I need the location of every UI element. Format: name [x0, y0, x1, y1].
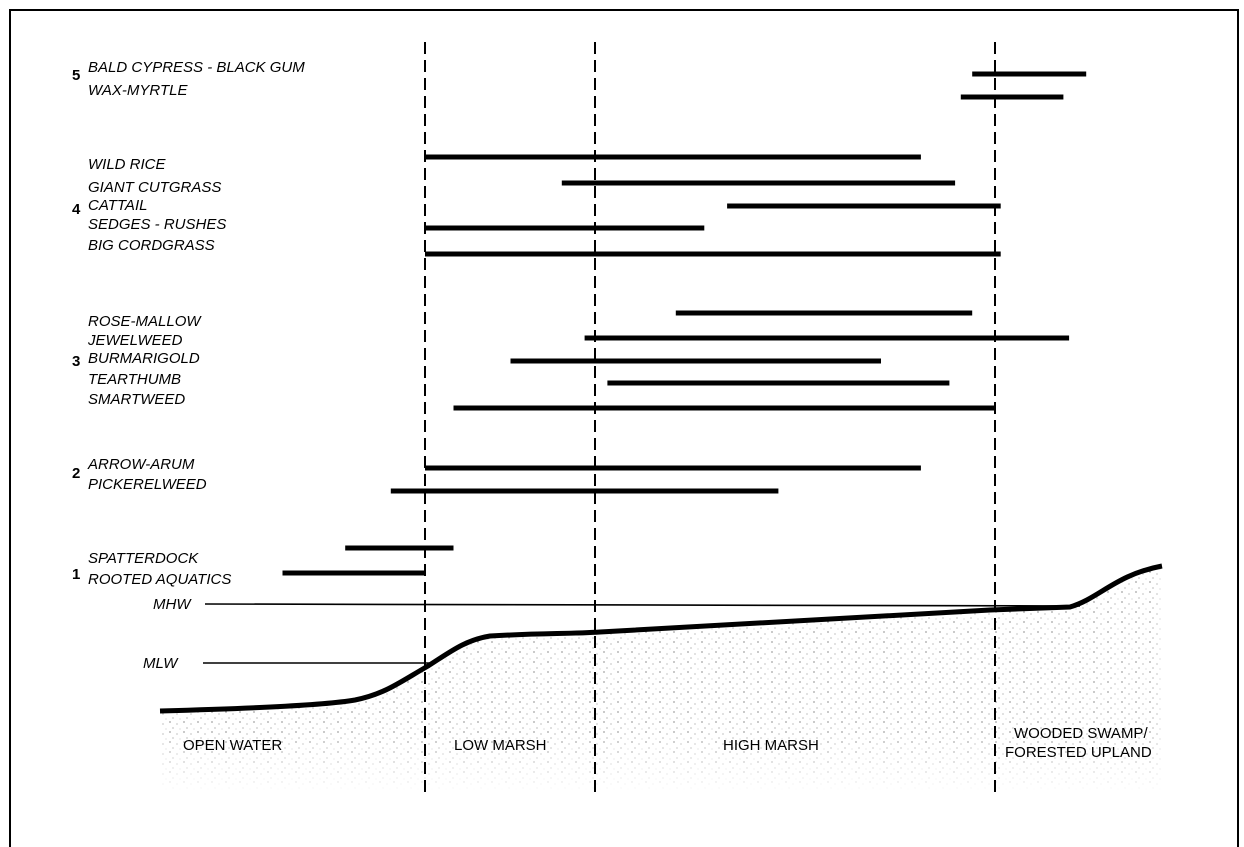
- species-label: SPATTERDOCK: [88, 550, 199, 567]
- zone-label-high-marsh: HIGH MARSH: [723, 737, 819, 754]
- species-label: TEARTHUMB: [88, 371, 181, 388]
- zone-label-forested-upland: FORESTED UPLAND: [1005, 744, 1152, 761]
- species-label: CATTAIL: [88, 197, 147, 214]
- species-label: BIG CORDGRASS: [88, 237, 215, 254]
- species-label: ARROW-ARUM: [87, 456, 195, 473]
- group-number: 1: [72, 566, 80, 583]
- species-label: BALD CYPRESS - BLACK GUM: [88, 59, 305, 76]
- group-number: 5: [72, 67, 80, 84]
- mlw-label: MLW: [143, 655, 179, 672]
- species-label: GIANT CUTGRASS: [88, 179, 221, 196]
- diagram-frame: [9, 9, 1239, 847]
- group-number: 3: [72, 353, 80, 370]
- species-label: PICKERELWEED: [88, 476, 207, 493]
- zone-label-open-water: OPEN WATER: [183, 737, 282, 754]
- ground-profile: [159, 563, 1163, 714]
- species-label: SMARTWEED: [88, 391, 185, 408]
- mhw-line: [204, 603, 1081, 607]
- species-range-bars: [282, 71, 1087, 576]
- species-labels: 5 BALD CYPRESS - BLACK GUM WAX-MYRTLE 4 WILD…: [72, 59, 305, 588]
- sediment-stipple: [160, 566, 1162, 790]
- sediment-fade: [155, 735, 1167, 795]
- zone-label-low-marsh: LOW MARSH: [454, 737, 547, 754]
- species-label: JEWELWEED: [87, 332, 183, 349]
- group-number: 4: [72, 201, 81, 218]
- zone-label-wooded-swamp: WOODED SWAMP/: [1014, 725, 1148, 742]
- species-label: WAX-MYRTLE: [88, 82, 188, 99]
- species-label: WILD RICE: [88, 156, 167, 173]
- species-label: SEDGES - RUSHES: [88, 216, 226, 233]
- species-label: BURMARIGOLD: [88, 350, 200, 367]
- species-label: ROOTED AQUATICS: [88, 571, 231, 588]
- species-label: ROSE-MALLOW: [88, 313, 202, 330]
- mhw-label: MHW: [153, 596, 192, 613]
- group-number: 2: [72, 465, 80, 482]
